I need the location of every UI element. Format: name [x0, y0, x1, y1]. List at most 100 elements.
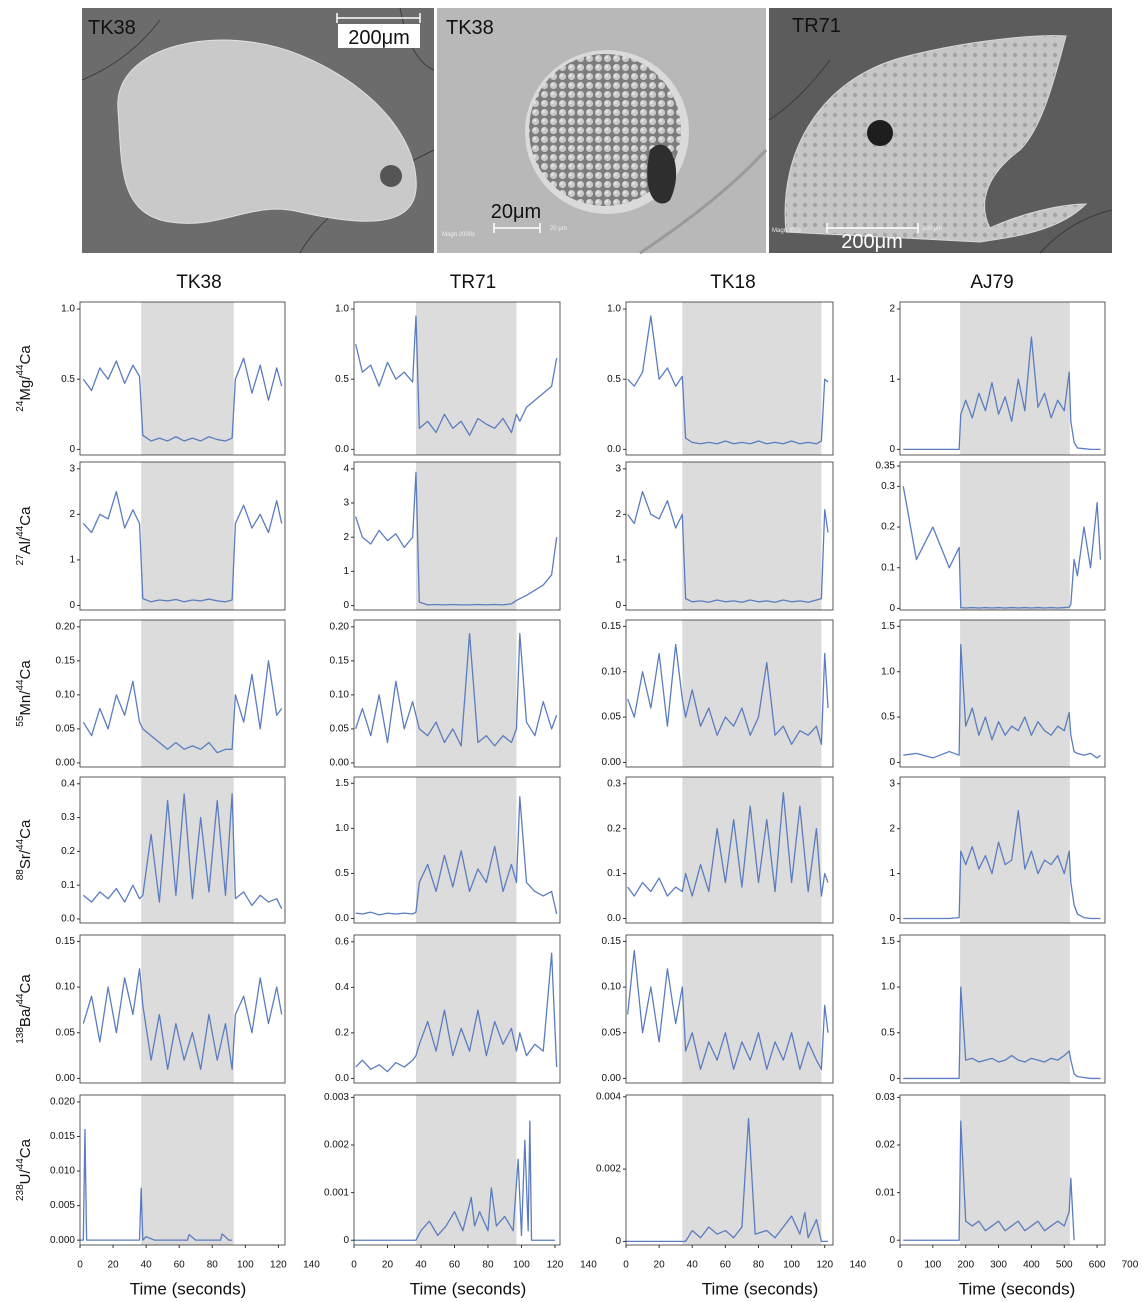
y-tick-label: 0.2	[607, 823, 621, 834]
y-tick-label: 4	[343, 463, 349, 474]
magnification: Magn 2000x	[442, 232, 475, 238]
y-tick-label: 0	[889, 444, 895, 455]
data-line	[82, 660, 283, 754]
y-tick-label: 3	[889, 778, 895, 789]
x-tick-label: 20	[654, 1260, 666, 1271]
plot-frame	[353, 619, 561, 768]
row-label-part: 44	[15, 1158, 26, 1170]
x-tick-label: 40	[141, 1260, 153, 1271]
y-tick-label: 0.1	[881, 562, 895, 573]
row-label: 24Mg/44Ca	[15, 345, 34, 412]
row-label-part: 44	[15, 993, 26, 1005]
shaded-interval	[960, 1095, 1070, 1245]
row-label-part: 138	[15, 1027, 26, 1044]
x-tick-label: 60	[174, 1260, 186, 1271]
shaded-interval	[415, 777, 517, 923]
shaded-interval	[682, 620, 822, 767]
y-tick-label: 0.002	[324, 1140, 349, 1151]
row-label-part: Sr/	[17, 849, 34, 869]
plot-frame	[625, 461, 834, 611]
y-tick-label: 0	[889, 913, 895, 924]
x-tick-label: 120	[270, 1260, 287, 1271]
plot-frame	[353, 776, 561, 924]
row-label-part: Ca	[17, 345, 34, 365]
data-line	[355, 632, 558, 747]
x-tick-label: 100	[783, 1260, 800, 1271]
plot-frame	[79, 461, 286, 611]
x-tick-label: 60	[449, 1260, 461, 1271]
shell	[784, 35, 1088, 243]
row-label: 238U/44Ca	[15, 1138, 34, 1201]
row-label-part: Ca	[17, 819, 34, 839]
data-line	[903, 810, 1101, 920]
data-line	[82, 793, 283, 910]
x-tick-label: 140	[580, 1260, 597, 1271]
y-tick-label: 0	[343, 600, 349, 611]
data-line	[627, 643, 829, 745]
x-tick-label: 400	[1023, 1260, 1040, 1271]
y-tick-label: 1	[889, 374, 895, 385]
column-title: AJ79	[970, 272, 1013, 293]
plot-frame	[353, 461, 561, 611]
data-line	[627, 490, 829, 603]
y-tick-label: 0.2	[881, 522, 895, 533]
y-tick-label: 0.000	[50, 1235, 75, 1246]
row-label-part: Ca	[17, 506, 34, 526]
y-tick-label: 0.10	[602, 982, 622, 993]
y-tick-label: 0.15	[602, 936, 622, 947]
x-tick-label: 40	[415, 1260, 427, 1271]
magnification: Magn 350x	[772, 228, 802, 234]
row-label-part: 44	[15, 679, 26, 691]
scale-box	[338, 24, 420, 48]
x-tick-label: 80	[482, 1260, 494, 1271]
y-tick-label: 0.5	[607, 374, 621, 385]
y-tick-label: 0.1	[61, 880, 75, 891]
y-tick-label: 0.3	[61, 812, 75, 823]
scale-label: 20μm	[491, 201, 541, 223]
x-tick-label: 120	[547, 1260, 564, 1271]
y-tick-label: 1	[889, 868, 895, 879]
y-tick-label: 0.005	[50, 1200, 75, 1211]
y-tick-label: 0.0	[335, 1073, 349, 1084]
plot-frame	[625, 619, 834, 768]
column-title: TR71	[450, 272, 496, 293]
row-label-part: Mn/	[17, 690, 34, 716]
row-label-part: Ca	[17, 660, 34, 680]
y-tick-label: 0.0	[335, 444, 349, 455]
plot-frame	[79, 934, 286, 1084]
bar-text: 20 μm	[550, 226, 567, 232]
x-tick-label: 100	[513, 1260, 530, 1271]
row-label-part: 55	[15, 715, 26, 727]
x-tick-label: 700	[1122, 1260, 1139, 1271]
y-tick-label: 3	[69, 463, 75, 474]
y-tick-label: 0.5	[335, 868, 349, 879]
data-line	[626, 1117, 829, 1243]
shaded-interval	[415, 620, 517, 767]
y-tick-label: 0	[615, 600, 621, 611]
x-axis-label: Time (seconds)	[410, 1279, 527, 1298]
y-tick-label: 0	[343, 1235, 349, 1246]
plot-frame	[625, 934, 834, 1084]
shaded-interval	[141, 1095, 234, 1245]
scale-label: 200μm	[348, 27, 410, 49]
data-line	[355, 796, 558, 916]
x-tick-label: 140	[303, 1260, 320, 1271]
plot-frame	[899, 461, 1106, 611]
image-label: TR71	[792, 15, 841, 37]
y-tick-label: 1	[69, 555, 75, 566]
y-tick-label: 0.010	[50, 1166, 75, 1177]
bar-text: 200 μm	[922, 226, 942, 232]
y-tick-label: 2	[889, 304, 895, 315]
plot-frame	[79, 619, 286, 768]
y-tick-label: 0.02	[876, 1140, 896, 1151]
x-axis-label: Time (seconds)	[130, 1279, 247, 1298]
plot-frame	[625, 301, 834, 456]
shaded-interval	[415, 935, 517, 1083]
y-tick-label: 0.5	[335, 374, 349, 385]
shaded-interval	[682, 302, 822, 455]
y-tick-label: 0.20	[56, 621, 76, 632]
y-tick-label: 2	[343, 532, 349, 543]
y-tick-label: 1.0	[881, 666, 895, 677]
